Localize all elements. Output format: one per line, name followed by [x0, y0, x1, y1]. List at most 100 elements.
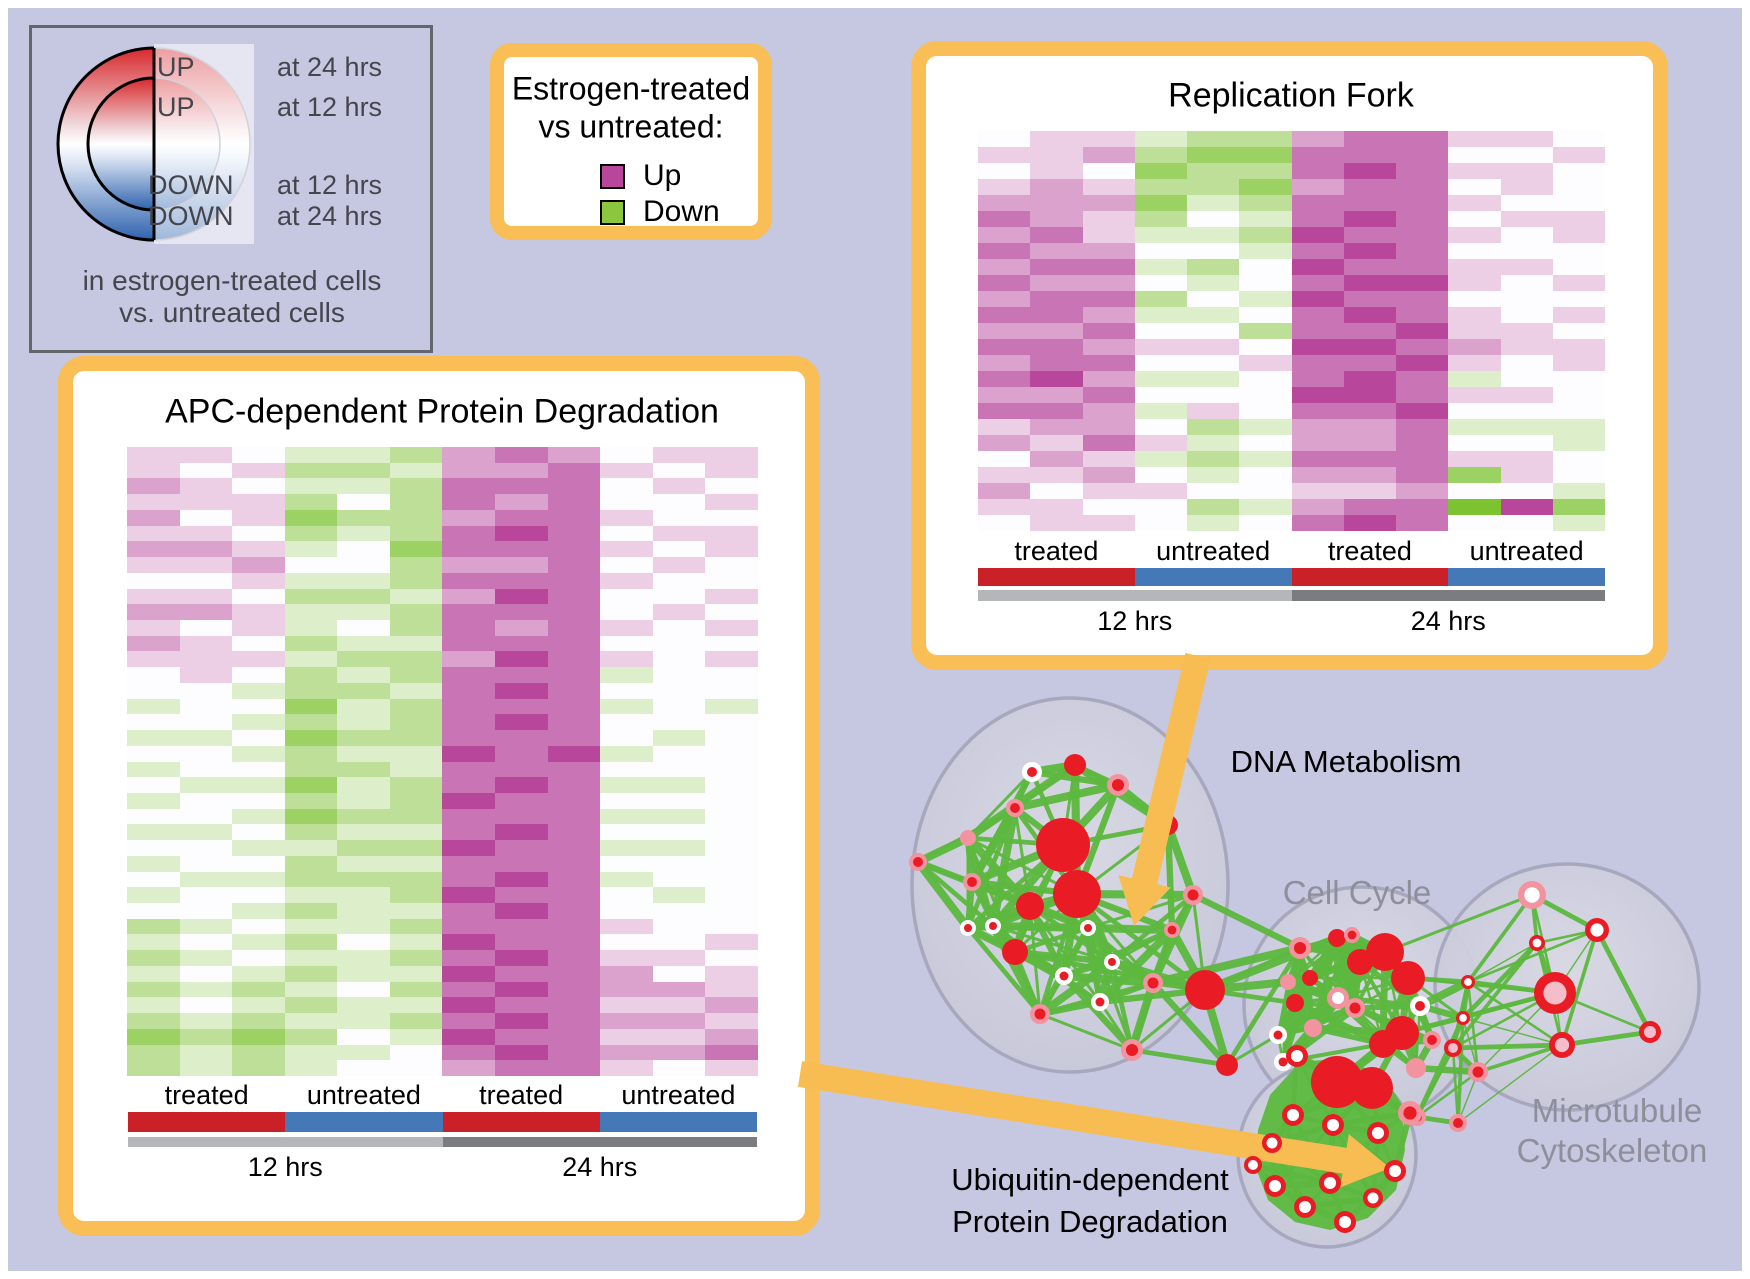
heatmap-cell — [1187, 275, 1240, 291]
heatmap-cell — [978, 435, 1031, 451]
heatmap-cell — [1134, 467, 1187, 483]
heatmap-cell — [495, 462, 548, 479]
heatmap-cell — [495, 682, 548, 699]
heatmap-cell — [389, 965, 443, 982]
heatmap-cell — [389, 604, 443, 620]
heatmap-cell — [600, 887, 653, 904]
heatmap-cell — [495, 478, 548, 495]
heatmap-cell — [389, 619, 443, 636]
heatmap-cell — [1239, 147, 1292, 163]
heatmap-cell — [337, 808, 390, 825]
heatmap-cell — [1239, 259, 1292, 275]
legend-item-up: Up — [600, 159, 681, 193]
heatmap-cell — [547, 619, 601, 636]
heatmap-cell — [495, 981, 548, 998]
heatmap-cell — [127, 761, 180, 778]
heatmap-cell — [495, 871, 548, 888]
heatmap-cell — [337, 462, 390, 479]
heatmap-cell — [652, 651, 706, 668]
heatmap-cell — [1448, 371, 1501, 387]
heatmap-cell — [232, 604, 285, 620]
heatmap-cell — [232, 950, 285, 966]
heatmap-cell — [1082, 163, 1135, 179]
untreated-bar — [1448, 568, 1605, 586]
heatmap-cell — [1239, 227, 1292, 243]
heatmap-cell — [547, 824, 601, 841]
heatmap-cell — [284, 887, 338, 904]
heatmap-cell — [705, 1060, 758, 1076]
heatmap-cell — [1552, 467, 1605, 483]
heatmap-cell — [1500, 307, 1553, 323]
heatmap-cell — [1396, 243, 1449, 259]
heatmap-cell — [1291, 387, 1344, 403]
heatmap-cell — [127, 903, 180, 919]
heatmap-cell — [1448, 131, 1501, 147]
estrogen-legend-panel — [490, 43, 772, 240]
heatmap-cell — [1134, 131, 1187, 147]
treated-bar — [978, 568, 1135, 586]
heatmap-cell — [978, 339, 1031, 355]
heatmap-cell — [547, 667, 601, 683]
heatmap-cell — [600, 934, 653, 951]
heatmap-cell — [978, 323, 1031, 339]
heatmap-cell — [179, 981, 233, 998]
heatmap-cell — [284, 698, 338, 715]
heatmap-cell — [652, 761, 706, 778]
heatmap-cell — [1187, 435, 1240, 451]
heatmap-cell — [1396, 195, 1449, 211]
heatmap-cell — [1082, 371, 1135, 387]
heatmap-cell — [1448, 387, 1501, 403]
heatmap-cell — [1082, 339, 1135, 355]
heatmap-cell — [1291, 483, 1344, 499]
heatmap-cell — [1082, 419, 1135, 435]
heatmap-cell — [705, 965, 758, 982]
heatmap-cell — [600, 997, 653, 1014]
up-label: Up — [643, 159, 682, 192]
heatmap-cell — [600, 1044, 653, 1061]
heatmap-cell — [1396, 179, 1449, 195]
heatmap-cell — [1134, 227, 1187, 243]
heatmap-cell — [547, 572, 601, 589]
heatmap-cell — [1291, 419, 1344, 435]
heatmap-cell — [1552, 355, 1605, 371]
heatmap-cell — [705, 918, 758, 935]
heatmap-cell — [495, 604, 548, 620]
heatmap-cell — [284, 840, 338, 856]
heatmap-cell — [232, 840, 285, 856]
heatmap-cell — [705, 792, 758, 809]
axis-label: 12 hrs — [247, 1152, 323, 1182]
heatmap-cell — [442, 651, 496, 668]
replication-fork-heatmap — [978, 131, 1605, 531]
heatmap-cell — [495, 777, 548, 793]
heatmap-cell — [232, 918, 285, 935]
heatmap-cell — [705, 730, 758, 746]
heatmap-cell — [442, 1060, 496, 1076]
heatmap-cell — [547, 494, 601, 510]
heatmap-cell — [127, 950, 180, 966]
heatmap-cell — [495, 714, 548, 731]
heatmap-cell — [127, 997, 180, 1014]
heatmap-cell — [127, 494, 180, 510]
bar-24hrs — [442, 1137, 757, 1147]
heatmap-cell — [1291, 435, 1344, 451]
treated-bar — [128, 1112, 286, 1132]
heatmap-cell — [442, 447, 496, 463]
heatmap-cell — [1552, 243, 1605, 259]
heatmap-cell — [1500, 243, 1553, 259]
heatmap-cell — [284, 871, 338, 888]
heatmap-cell — [1187, 419, 1240, 435]
heatmap-cell — [495, 792, 548, 809]
heatmap-cell — [547, 651, 601, 668]
heatmap-cell — [127, 698, 180, 715]
heatmap-cell — [232, 934, 285, 951]
heatmap-cell — [547, 682, 601, 699]
heatmap-cell — [1552, 419, 1605, 435]
heatmap-cell — [1030, 179, 1083, 195]
heatmap-cell — [1082, 499, 1135, 515]
heatmap-cell — [1030, 163, 1083, 179]
heatmap-cell — [1030, 451, 1083, 467]
heatmap-cell — [389, 1060, 443, 1076]
heatmap-cell — [705, 808, 758, 825]
heatmap-cell — [1396, 227, 1449, 243]
